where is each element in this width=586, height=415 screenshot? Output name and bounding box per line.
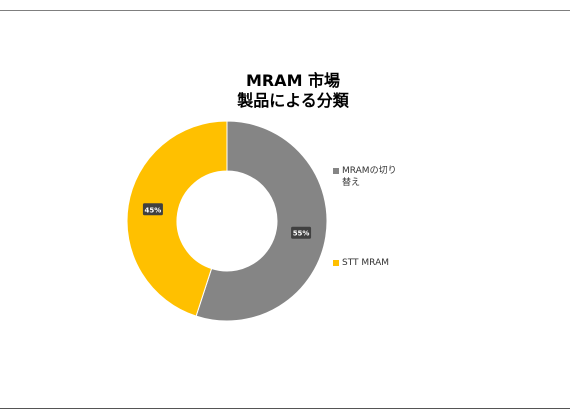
chart-title: MRAM 市場 製品による分類: [0, 71, 586, 111]
donut-slice-stt-mram: [126, 120, 228, 317]
donut-slice-switching-mram: [195, 120, 328, 322]
legend-label-switching-mram: MRAMの切り替え: [342, 166, 397, 188]
top-divider: [0, 10, 570, 11]
chart-title-line-2: 製品による分類: [237, 91, 349, 110]
bottom-divider: [0, 408, 570, 409]
legend-item-switching-mram: MRAMの切り替え: [333, 165, 400, 189]
data-label-switching-mram: 55%: [291, 226, 312, 239]
data-label-stt-mram: 45%: [142, 203, 163, 216]
svg-text:45%: 45%: [145, 206, 162, 214]
svg-text:55%: 55%: [293, 230, 310, 238]
chart-title-line-1: MRAM 市場: [245, 71, 341, 90]
legend-swatch-switching-mram: [333, 168, 339, 174]
legend-label-stt-mram: STT MRAM: [342, 258, 389, 268]
legend-swatch-stt-mram: [333, 260, 339, 266]
legend-item-stt-mram: STT MRAM: [333, 257, 400, 269]
